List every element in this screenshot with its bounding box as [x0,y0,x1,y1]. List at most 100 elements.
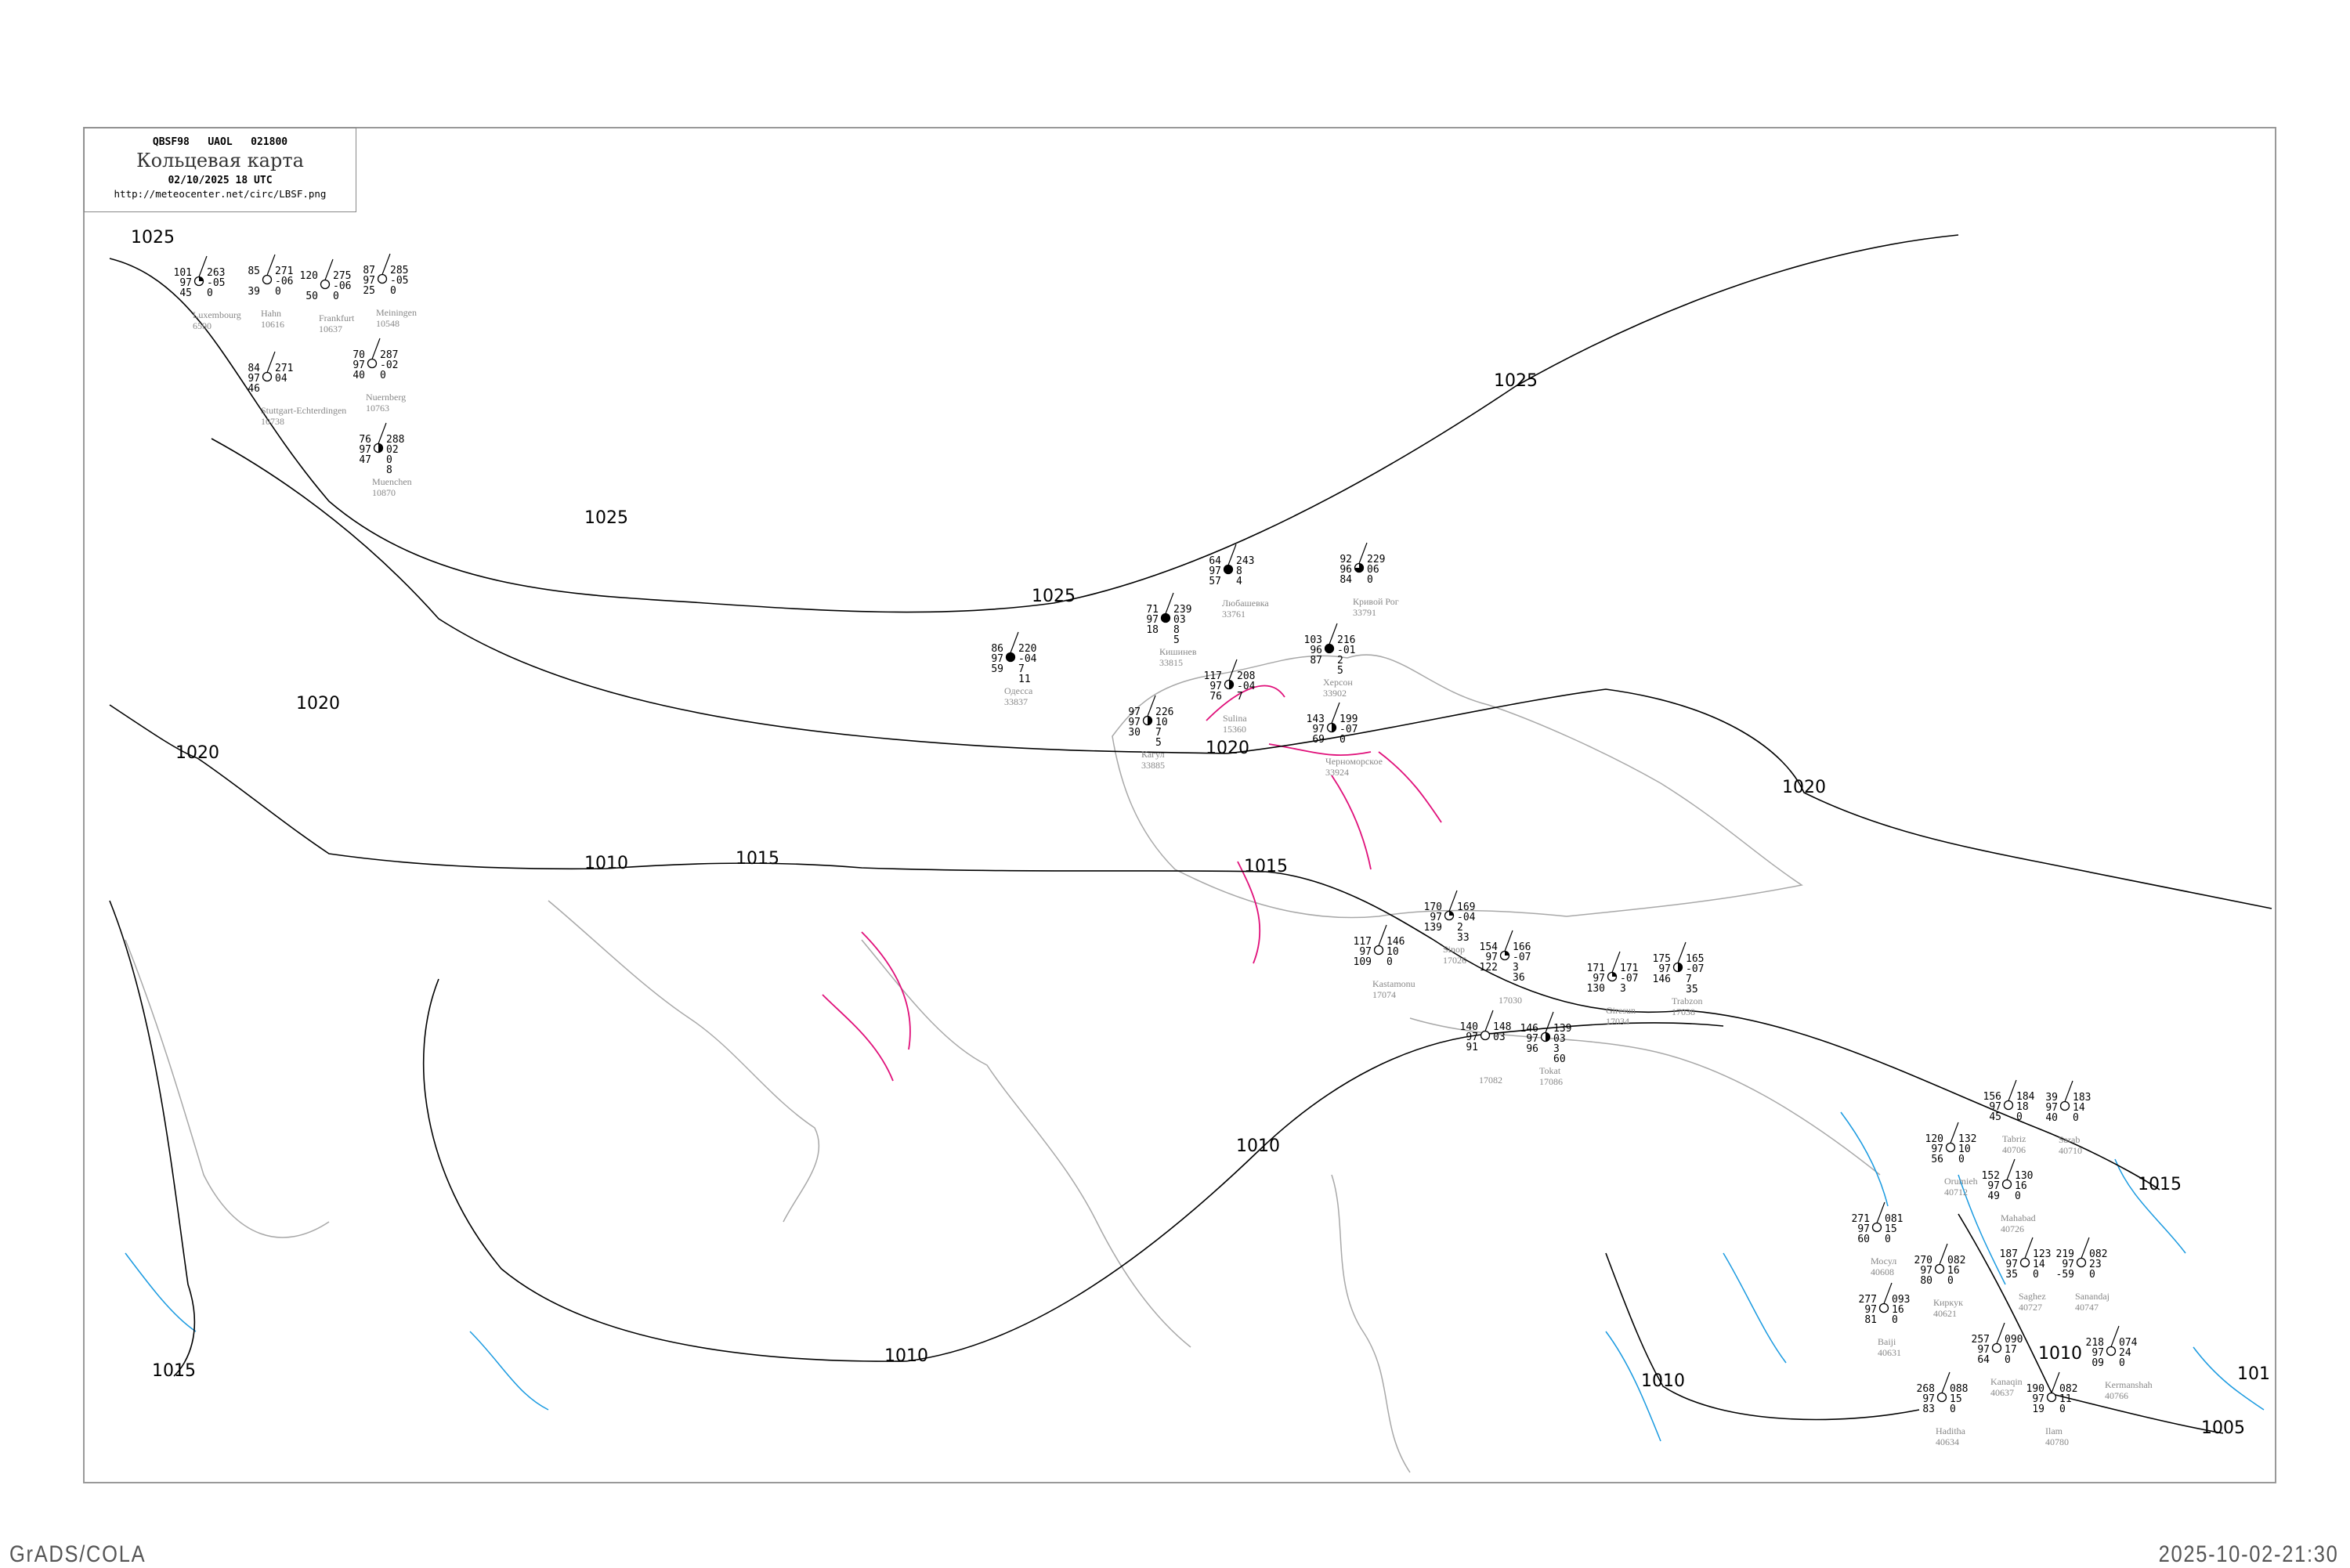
temperature: 271 [1852,1213,1870,1225]
pressure-tendency: 17 [2005,1344,2017,1356]
wind-barb-icon [1331,702,1340,724]
pressure: 082 [1947,1255,1965,1266]
isobar-label: 1010 [1236,1136,1280,1156]
temperature: 187 [2000,1248,2018,1260]
isobar-label: 1020 [175,743,219,763]
isobar-label: 1020 [1206,739,1249,758]
station-id: 10738 [261,416,284,427]
pressure: 123 [2033,1248,2051,1260]
cloud-cover-icon [1871,1222,1882,1233]
pressure-tendency: 16 [1892,1304,1904,1316]
dewpoint: 84 [1340,574,1352,586]
precip-value: 0 [2059,1404,2066,1415]
isobar-label: 1025 [584,508,628,528]
wind-barb-icon [371,338,381,359]
pressure-prefix: 97 [1922,1393,1935,1405]
temperature: 257 [1972,1334,1990,1346]
station-id: 40766 [2105,1390,2128,1401]
isobar-label-group: 1015 [152,1361,196,1381]
isobar-label: 1015 [736,849,779,869]
dewpoint: 45 [179,287,192,299]
precip-value: 3 [1620,983,1626,995]
station-name: Nuernberg [366,392,406,403]
station-id: 17026 [1443,955,1466,966]
dewpoint: 139 [1424,922,1442,934]
pressure-prefix: 97 [352,359,365,371]
cloud-cover-fill [378,443,383,453]
pressure-prefix: 97 [1658,963,1671,975]
dewpoint: 50 [306,291,318,302]
precip-extra: 36 [1513,972,1525,984]
wind-barb-icon [2064,1080,2073,1102]
pressure: 226 [1155,706,1173,718]
pressure: 208 [1237,670,1255,682]
pressure: 275 [333,270,351,282]
dewpoint: 109 [1354,956,1372,968]
pressure: 139 [1553,1023,1571,1035]
station-name: Кривой Рог [1353,596,1399,607]
station-name: Киркук [1933,1297,1963,1308]
station-name: Trabzon [1672,995,1703,1006]
precip-extra: 5 [1155,737,1162,749]
temperature: 171 [1587,963,1605,974]
wind-barb-icon [266,254,276,276]
pressure-tendency: -07 [1513,952,1531,963]
pressure-tendency: 10 [1386,946,1399,958]
precip-value: 0 [1386,956,1393,968]
cloud-cover-icon [2001,1179,2012,1190]
dewpoint: 09 [2092,1357,2104,1369]
pressure-prefix: 97 [1864,1304,1877,1316]
isobar-label: 101 [2237,1364,2270,1384]
station-name: Кагул [1141,749,1165,760]
dewpoint: 122 [1480,962,1498,974]
wind-barb-icon [1876,1201,1885,1223]
map-frame [83,127,2276,1483]
cloud-cover-fill [1612,972,1617,977]
station-id: 40634 [1936,1436,1959,1447]
dewpoint: 81 [1864,1314,1877,1326]
station-name: Stuttgart-Echterdingen [261,405,346,416]
cloud-cover-icon [262,274,273,285]
dewpoint: 46 [248,383,260,395]
station-name: Херсон [1323,677,1353,688]
isobar-label-group: 1010 [884,1346,928,1366]
pressure: 165 [1686,953,1704,965]
wind-barb-icon [1484,1010,1494,1031]
pressure-tendency: 03 [1493,1031,1506,1043]
